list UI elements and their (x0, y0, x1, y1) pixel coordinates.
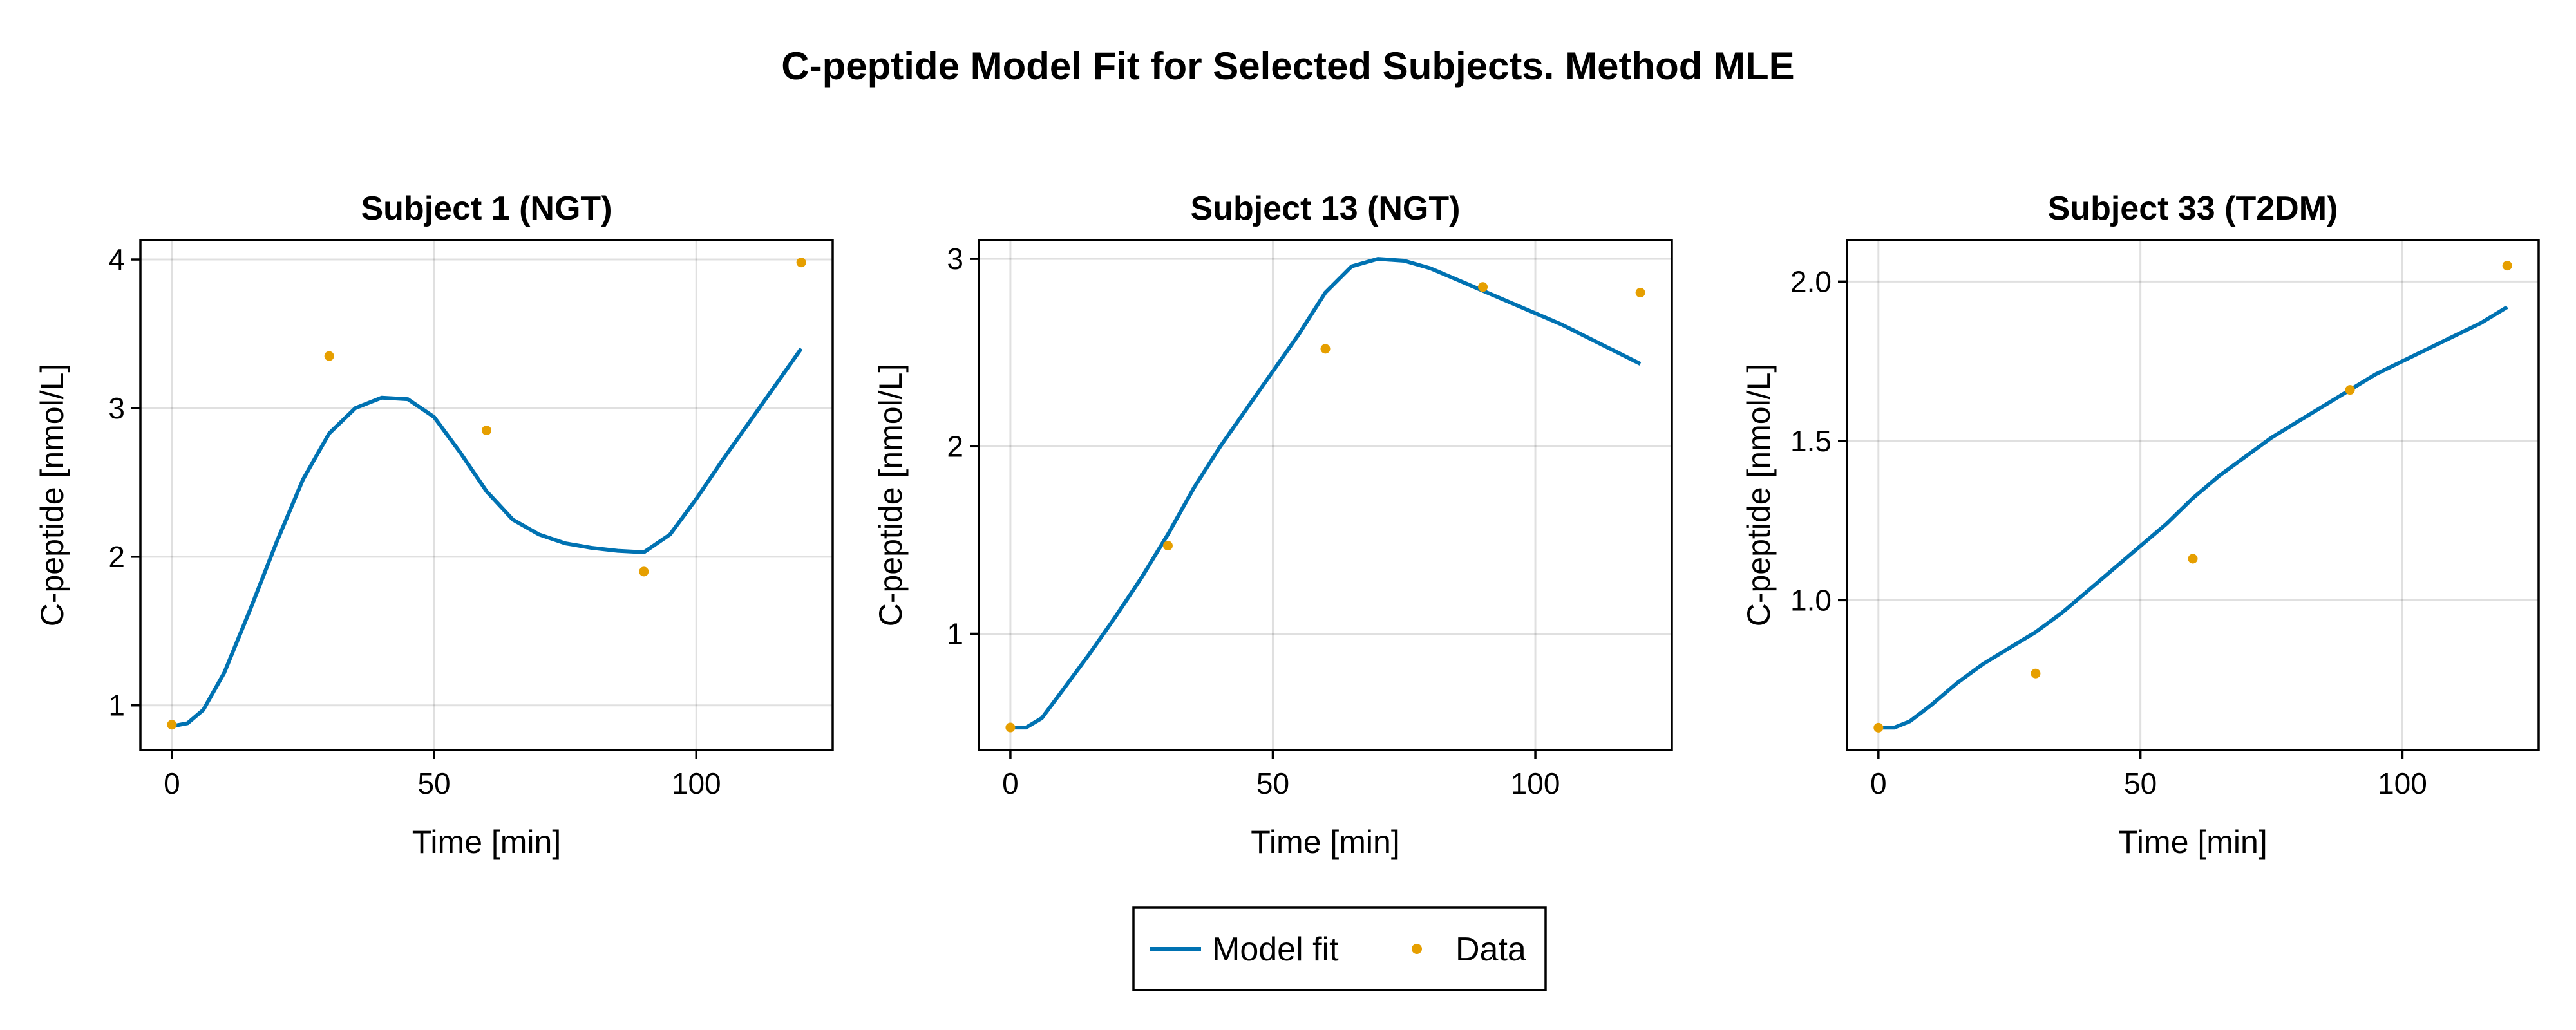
x-tick-label: 0 (1002, 767, 1019, 800)
y-axis-label: C-peptide [nmol/L] (1741, 364, 1777, 627)
data-point (2031, 668, 2041, 679)
x-tick-label: 50 (1256, 767, 1289, 800)
y-tick-label: 1 (108, 689, 125, 722)
subplot-1: 0 50 100 1 2 3 4 Subject 1 (NGT) Time [min] C-pep… (34, 190, 834, 860)
legend-data-swatch (1412, 944, 1422, 954)
data-point (1005, 722, 1016, 733)
legend: Model fit Data (1132, 906, 1547, 991)
y-tick-label: 2 (108, 540, 125, 574)
y-tick-label: 1 (947, 617, 963, 650)
plot-frame (139, 239, 834, 751)
subplot-title: Subject 33 (T2DM) (2048, 190, 2338, 227)
subplot-title: Subject 1 (NGT) (361, 190, 612, 227)
data-point (167, 720, 177, 730)
model-fit-line (1010, 257, 1642, 730)
model-fit-line (171, 347, 803, 729)
x-axis-label: Time [min] (2118, 824, 2268, 860)
x-tick-label: 50 (2124, 767, 2157, 800)
x-axis-label: Time [min] (1251, 824, 1400, 860)
y-tick-label: 1.5 (1790, 424, 1832, 458)
data-point (2502, 261, 2512, 271)
data-point (1478, 282, 1488, 292)
y-tick-label: 4 (108, 243, 125, 276)
legend-box (1132, 906, 1547, 991)
data-point (482, 426, 491, 436)
data-point (324, 351, 334, 361)
data-point (2188, 554, 2198, 564)
figure-title: C-peptide Model Fit for Selected Subject… (781, 44, 1794, 88)
data-point (1162, 541, 1173, 551)
data-point (2345, 385, 2355, 395)
y-tick-label: 2.0 (1790, 265, 1832, 298)
y-axis-label: C-peptide [nmol/L] (34, 364, 70, 627)
x-tick-label: 100 (672, 767, 721, 800)
data-point (1873, 722, 1884, 733)
model-fit-line (1878, 305, 2508, 730)
plot-frame (1846, 239, 2540, 751)
x-axis-label: Time [min] (412, 824, 562, 860)
data-point (1635, 288, 1645, 298)
data-point (1320, 344, 1331, 354)
x-tick-label: 0 (1870, 767, 1887, 800)
y-tick-label: 3 (108, 391, 125, 425)
data-point (796, 258, 806, 268)
y-axis-label: C-peptide [nmol/L] (873, 364, 909, 627)
plot-frame (978, 239, 1673, 751)
x-tick-label: 0 (164, 767, 180, 800)
legend-data-label: Data (1455, 931, 1526, 968)
y-tick-label: 3 (947, 242, 963, 276)
subplot-2: 0 50 100 1 2 3 Subject 13 (NGT) Time [min] C-pep… (873, 190, 1673, 860)
data-point (639, 566, 649, 577)
y-tick-label: 1.0 (1790, 583, 1832, 617)
subplot-title: Subject 13 (NGT) (1191, 190, 1461, 227)
y-tick-label: 2 (947, 429, 963, 463)
x-tick-label: 50 (417, 767, 450, 800)
legend-model-fit-label: Model fit (1212, 931, 1339, 968)
x-tick-label: 100 (1511, 767, 1560, 800)
x-tick-label: 100 (2378, 767, 2427, 800)
subplot-3: 0 50 100 1.0 1.5 2.0 Subject 33 (T2DM) Time [mi… (1741, 190, 2540, 860)
